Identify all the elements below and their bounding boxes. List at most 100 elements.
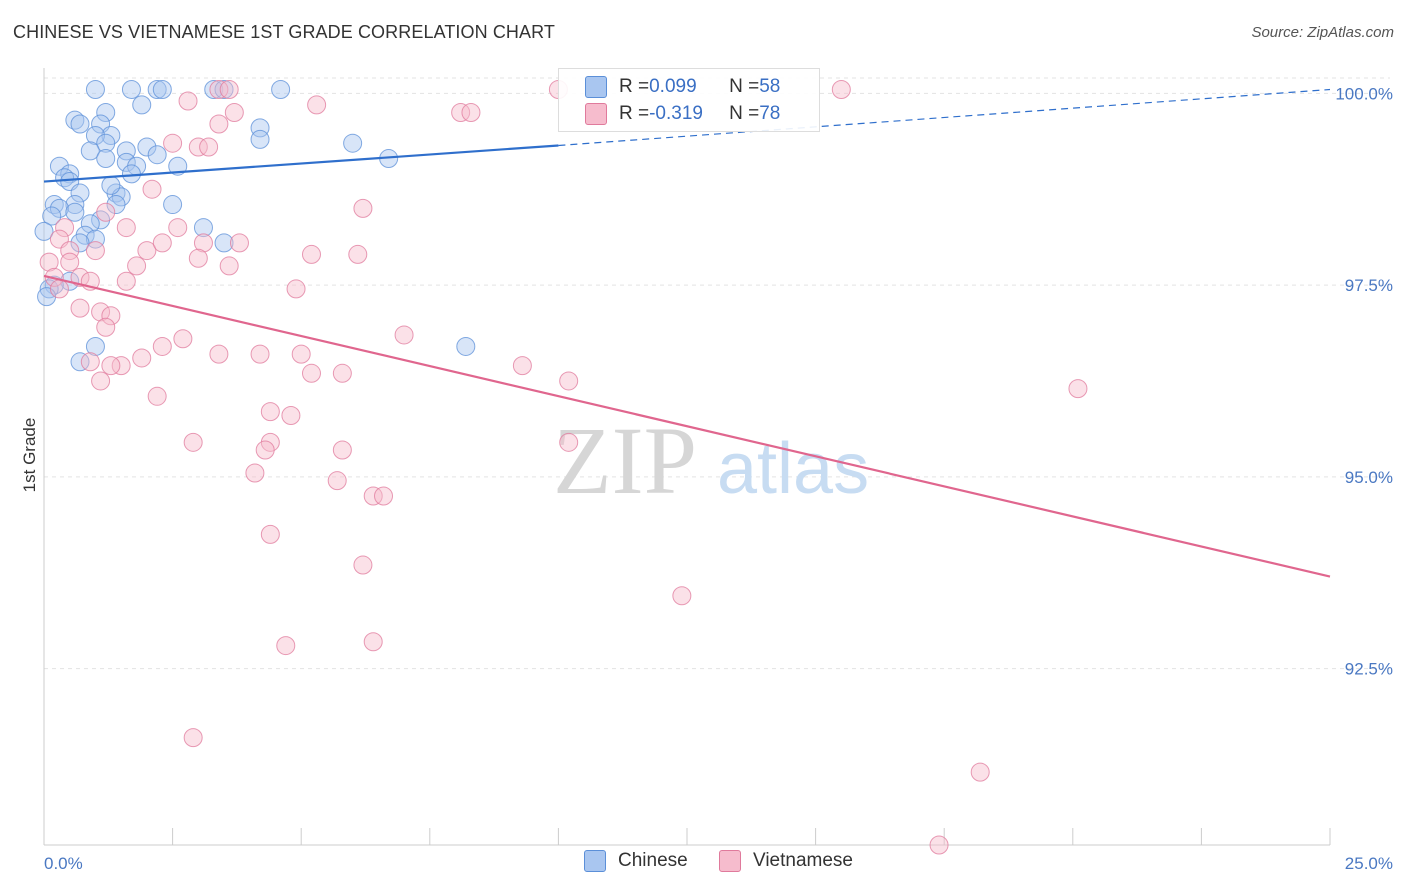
legend-n-label: N =	[729, 103, 760, 124]
point-vietnamese	[209, 80, 229, 100]
point-chinese	[65, 110, 85, 130]
point-vietnamese	[281, 405, 301, 425]
series-legend: Chinese Vietnamese	[0, 850, 1406, 878]
point-vietnamese	[116, 218, 136, 238]
point-vietnamese	[260, 402, 280, 422]
point-chinese	[137, 137, 157, 157]
point-vietnamese	[127, 256, 147, 276]
point-chinese	[70, 183, 90, 203]
point-chinese	[65, 195, 85, 215]
source-label: Source: ZipAtlas.com	[1251, 24, 1394, 41]
point-vietnamese	[70, 298, 90, 318]
point-vietnamese	[512, 356, 532, 376]
point-chinese	[147, 80, 167, 100]
point-chinese	[163, 195, 183, 215]
point-vietnamese	[224, 103, 244, 123]
y-tick-label: 100.0%	[1335, 84, 1393, 103]
legend-swatch-vietnamese	[719, 850, 741, 872]
legend-n-value: 58	[759, 76, 781, 97]
point-vietnamese	[286, 279, 306, 299]
point-chinese	[168, 156, 188, 176]
point-vietnamese	[163, 133, 183, 153]
point-chinese	[65, 202, 85, 222]
point-vietnamese	[559, 432, 579, 452]
point-vietnamese	[363, 486, 383, 506]
point-chinese	[204, 80, 224, 100]
point-vietnamese	[147, 386, 167, 406]
trend-line-chinese	[43, 144, 559, 183]
point-vietnamese	[353, 198, 373, 218]
point-vietnamese	[70, 267, 90, 287]
point-vietnamese	[209, 344, 229, 364]
point-vietnamese	[132, 348, 152, 368]
point-vietnamese	[363, 632, 383, 652]
chart-title: CHINESE VS VIETNAMESE 1ST GRADE CORRELAT…	[13, 22, 556, 42]
point-chinese	[121, 80, 141, 100]
point-vietnamese	[255, 440, 275, 460]
point-vietnamese	[260, 524, 280, 544]
trend-lines	[43, 88, 1331, 578]
x-tick-label: 25.0%	[1345, 854, 1393, 873]
point-vietnamese	[199, 137, 219, 157]
y-tick-label: 97.5%	[1345, 276, 1393, 295]
point-vietnamese	[461, 103, 481, 123]
legend-item-vietnamese[interactable]: Vietnamese	[719, 850, 853, 872]
tick-labels: 100.0% 97.5% 95.0% 92.5% 0.0% 25.0%	[44, 84, 1393, 873]
point-vietnamese	[137, 241, 157, 261]
point-chinese	[214, 80, 234, 100]
point-vietnamese	[193, 233, 213, 253]
point-vietnamese	[91, 371, 111, 391]
point-chinese	[152, 80, 172, 100]
legend-row-chinese: R = 0.099 N = 58	[585, 74, 780, 100]
point-vietnamese	[291, 344, 311, 364]
point-vietnamese	[39, 252, 59, 272]
point-vietnamese	[152, 233, 172, 253]
point-vietnamese	[188, 248, 208, 268]
point-chinese	[193, 218, 213, 238]
point-vietnamese	[209, 114, 229, 134]
point-vietnamese	[96, 202, 116, 222]
point-vietnamese	[152, 336, 172, 356]
axes	[43, 68, 1331, 846]
point-vietnamese	[85, 241, 105, 261]
point-chinese	[85, 126, 105, 146]
point-chinese	[70, 114, 90, 134]
point-vietnamese	[1068, 379, 1088, 399]
point-vietnamese	[178, 91, 198, 111]
point-vietnamese	[929, 835, 949, 855]
point-chinese	[96, 133, 116, 153]
point-chinese	[39, 279, 59, 299]
point-chinese	[44, 195, 64, 215]
trend-line-vietnamese	[43, 274, 1331, 578]
point-chinese	[271, 80, 291, 100]
point-chinese	[116, 152, 136, 172]
point-chinese	[49, 198, 69, 218]
point-vietnamese	[229, 233, 249, 253]
legend-r-label: R =	[619, 103, 650, 124]
point-vietnamese	[301, 244, 321, 264]
point-vietnamese	[96, 317, 116, 337]
point-chinese	[44, 275, 64, 295]
point-vietnamese	[348, 244, 368, 264]
x-tick-label: 0.0%	[44, 854, 83, 873]
point-vietnamese	[116, 271, 136, 291]
point-vietnamese	[250, 344, 270, 364]
point-chinese	[70, 233, 90, 253]
point-vietnamese	[394, 325, 414, 345]
point-vietnamese	[60, 252, 80, 272]
point-vietnamese	[276, 636, 296, 656]
point-vietnamese	[49, 279, 69, 299]
legend-label-vietnamese: Vietnamese	[753, 850, 853, 871]
point-vietnamese	[245, 463, 265, 483]
point-vietnamese	[91, 302, 111, 322]
legend-item-chinese[interactable]: Chinese	[584, 850, 688, 872]
point-chinese	[42, 206, 62, 226]
point-chinese	[70, 352, 90, 372]
point-chinese	[101, 175, 121, 195]
point-vietnamese	[332, 440, 352, 460]
point-vietnamese	[101, 356, 121, 376]
trend-extension-chinese	[558, 88, 1331, 147]
point-vietnamese	[188, 137, 208, 157]
correlation-legend: R = 0.099 N = 58 R = -0.319 N = 78	[558, 68, 820, 132]
